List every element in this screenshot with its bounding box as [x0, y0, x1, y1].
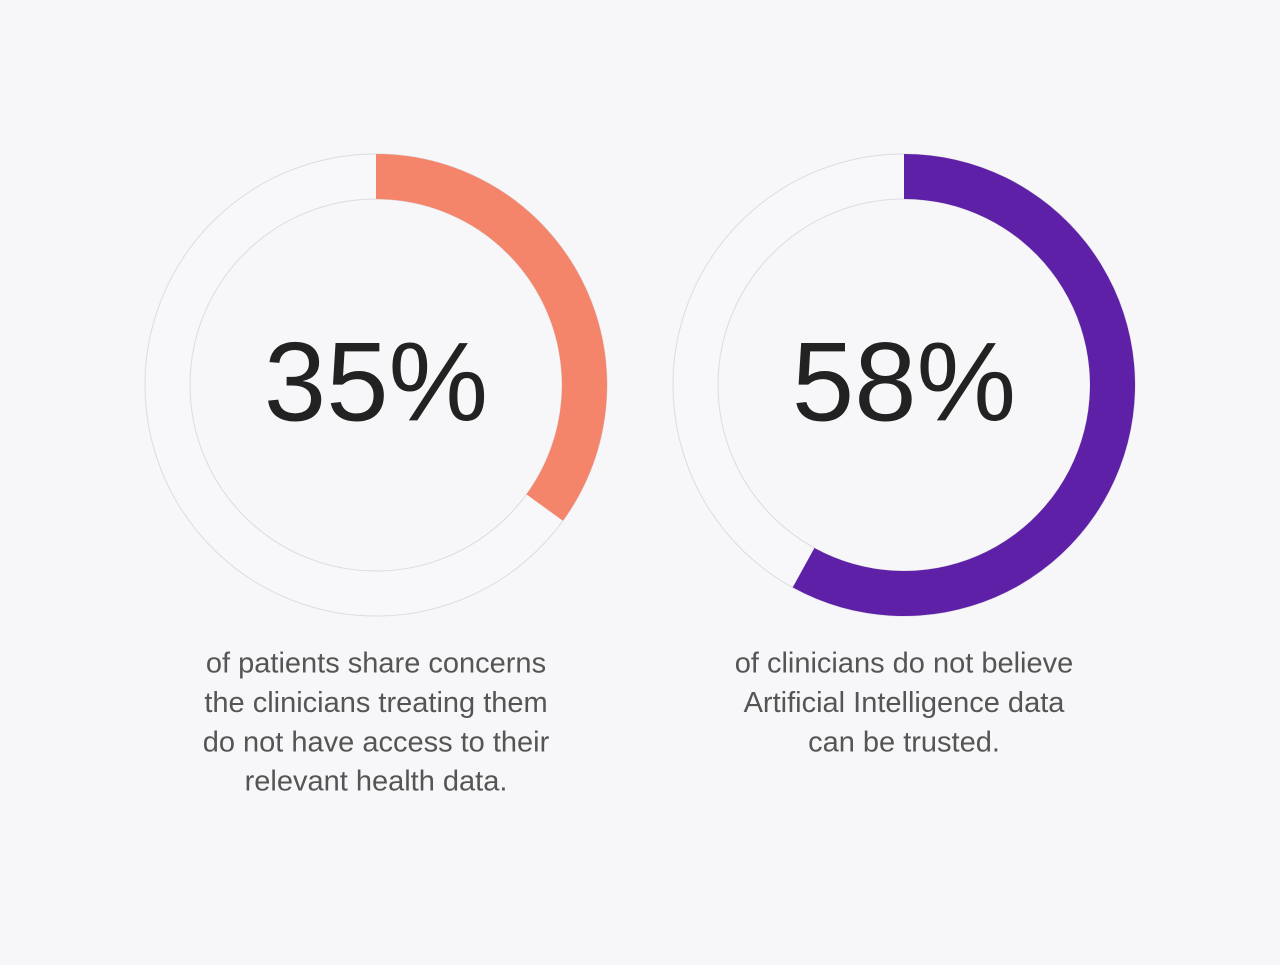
value-label: 35%: [264, 320, 488, 445]
caption-line: of patients share concerns: [206, 648, 546, 680]
donut-segment: [792, 154, 1136, 616]
caption-line: do not have access to their: [203, 726, 550, 758]
caption-line: the clinicians treating them: [204, 687, 547, 719]
caption-line: can be trusted.: [808, 726, 1000, 758]
caption-line: relevant health data.: [245, 766, 508, 798]
caption-line: of clinicians do not believe: [735, 648, 1074, 680]
value-label: 58%: [792, 320, 1016, 445]
donut-segment: [376, 154, 607, 521]
caption-line: Artificial Intelligence data: [744, 687, 1066, 719]
